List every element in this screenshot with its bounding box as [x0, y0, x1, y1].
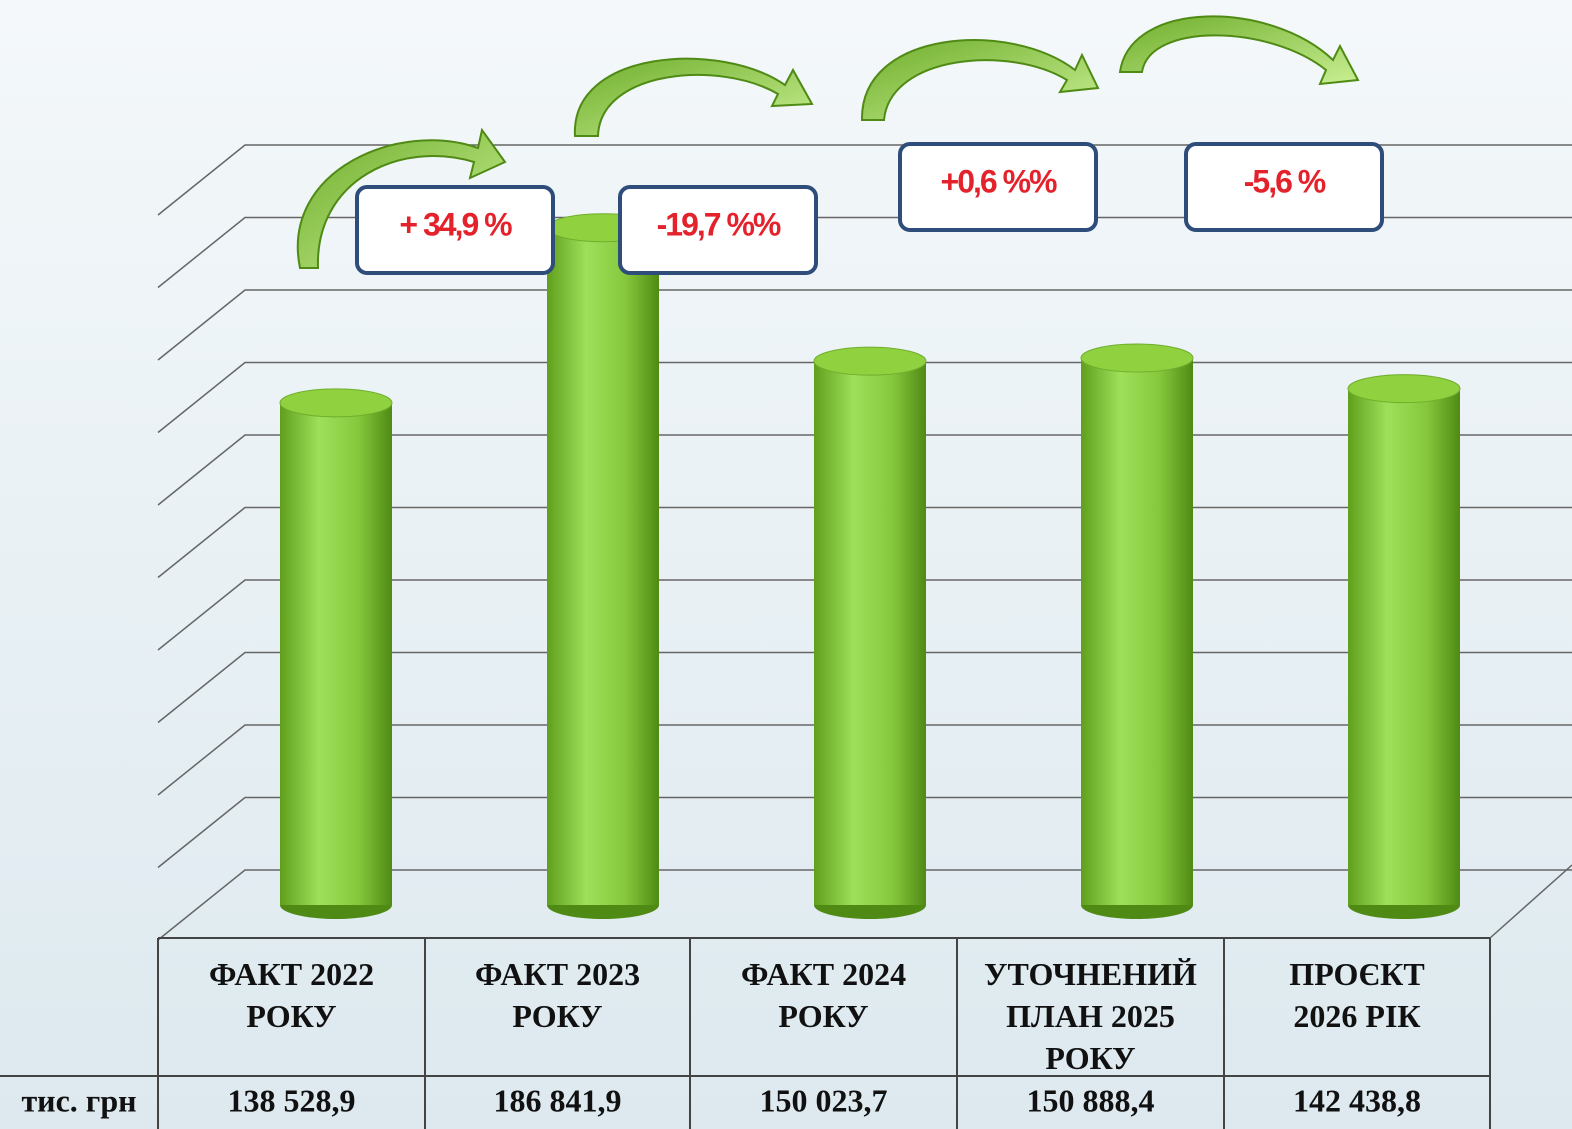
- label-line: РОКУ: [1045, 1040, 1135, 1076]
- page: тис. грн ФАКТ 2022 РОКУ 138 528,9 ФАКТ 2023 Р…: [0, 0, 1572, 1129]
- annotation: -5,6 %: [1244, 163, 1326, 199]
- label-line: УТОЧНЕНИЙ: [984, 956, 1197, 992]
- annotation: + 34,9 %: [399, 206, 512, 242]
- label-line: ФАКТ 2024: [741, 956, 906, 992]
- bar-top: [1348, 375, 1460, 403]
- bar: [814, 361, 926, 905]
- value-label: 138 528,9: [228, 1082, 356, 1118]
- row-label: тис. грн: [21, 1082, 136, 1118]
- bar: [280, 403, 392, 905]
- bar-top: [814, 347, 926, 375]
- label-line: ФАКТ 2022: [209, 956, 374, 992]
- value-label: 150 888,4: [1027, 1082, 1155, 1118]
- bar-top: [1081, 344, 1193, 372]
- label-line: РОКУ: [778, 998, 868, 1034]
- label-line: РОКУ: [512, 998, 602, 1034]
- bar: [1348, 389, 1460, 905]
- label-line: ПЛАН 2025: [1006, 998, 1175, 1034]
- label-line: РОКУ: [246, 998, 336, 1034]
- value-label: 186 841,9: [494, 1082, 622, 1118]
- value-label: 150 023,7: [760, 1082, 888, 1118]
- annotation: -19,7 %%: [657, 206, 781, 242]
- label-line: 2026 РІК: [1293, 998, 1420, 1034]
- label-line: ФАКТ 2023: [475, 956, 640, 992]
- value-label: 142 438,8: [1293, 1082, 1421, 1118]
- annotation: +0,6 %%: [941, 163, 1058, 199]
- bar-top: [280, 389, 392, 417]
- chart: тис. грн ФАКТ 2022 РОКУ 138 528,9 ФАКТ 2023 Р…: [0, 0, 1572, 1129]
- label-line: ПРОЄКТ: [1289, 956, 1424, 992]
- bar: [1081, 358, 1193, 905]
- bar: [547, 228, 659, 905]
